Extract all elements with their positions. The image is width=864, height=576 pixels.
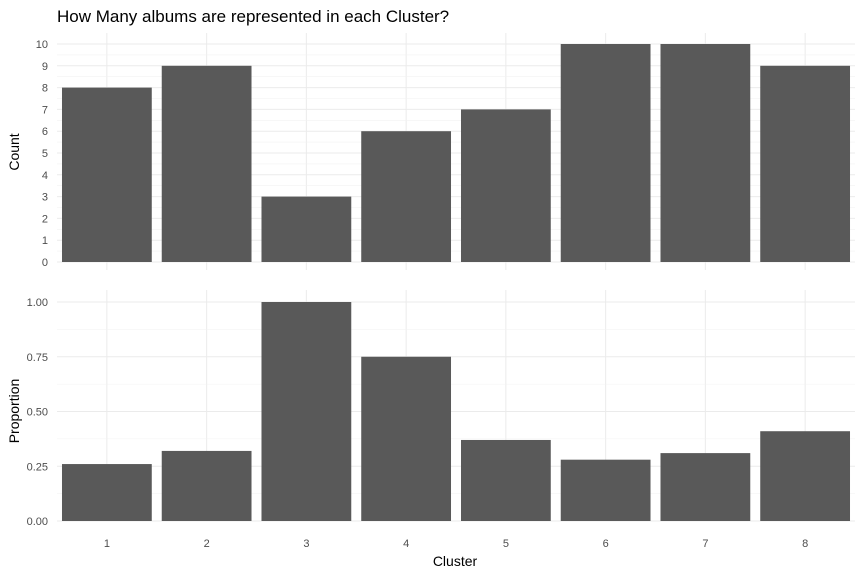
bottom-bar-cluster-2 [161, 450, 252, 521]
x-tick-label: 8 [802, 538, 808, 550]
x-tick-label: 4 [403, 538, 409, 550]
top-panel: 0 1 2 3 4 5 6 7 8 9 10 Count [6, 33, 855, 270]
x-tick-label: 2 [204, 538, 210, 550]
x-tick-label: 1 [104, 538, 110, 550]
bottom-y-axis-title: Proportion [6, 379, 22, 444]
top-bar-cluster-5 [460, 109, 551, 263]
chart-title: How Many albums are represented in each … [57, 7, 449, 26]
top-y-tick-labels: 0 1 2 3 4 5 6 7 8 9 10 [36, 39, 48, 269]
top-bar-cluster-6 [560, 44, 651, 262]
bottom-y-tick-label: 0.75 [27, 352, 48, 364]
top-y-tick-label: 7 [42, 104, 48, 116]
bottom-bar-cluster-1 [61, 464, 152, 521]
top-y-tick-label: 2 [42, 213, 48, 225]
bottom-bar-cluster-5 [460, 439, 551, 521]
x-axis-title: Cluster [433, 553, 478, 569]
x-tick-label: 6 [603, 538, 609, 550]
top-y-tick-label: 6 [42, 126, 48, 138]
top-y-tick-label: 4 [42, 170, 48, 182]
top-y-tick-label: 0 [42, 257, 48, 269]
x-tick-label: 3 [303, 538, 309, 550]
bottom-bar-cluster-6 [560, 459, 651, 521]
x-tick-label: 5 [503, 538, 509, 550]
bottom-bar-cluster-4 [361, 356, 452, 521]
top-bar-cluster-3 [261, 196, 352, 262]
top-y-tick-label: 3 [42, 192, 48, 204]
bottom-bar-cluster-3 [261, 302, 352, 521]
top-bar-cluster-2 [161, 65, 252, 262]
top-y-tick-label: 9 [42, 61, 48, 73]
top-y-tick-label: 1 [42, 235, 48, 247]
bottom-y-tick-label: 1.00 [27, 297, 48, 309]
x-tick-label: 7 [702, 538, 708, 550]
bottom-y-tick-labels: 0.00 0.25 0.50 0.75 1.00 [27, 297, 48, 528]
top-y-tick-label: 5 [42, 148, 48, 160]
top-bar-cluster-7 [660, 44, 751, 262]
bottom-y-tick-label: 0.00 [27, 516, 48, 528]
top-bar-cluster-4 [361, 131, 452, 262]
top-bars [61, 44, 851, 263]
top-bar-cluster-8 [760, 65, 851, 262]
bottom-panel: 0.00 0.25 0.50 0.75 1.00 Proportion [6, 290, 855, 528]
top-y-axis-title: Count [6, 133, 22, 170]
bottom-bar-cluster-7 [660, 453, 751, 521]
top-y-tick-label: 10 [36, 39, 48, 51]
bottom-y-tick-label: 0.50 [27, 407, 48, 419]
top-y-tick-label: 8 [42, 83, 48, 95]
bottom-bars [61, 302, 851, 521]
bottom-y-tick-label: 0.25 [27, 461, 48, 473]
x-tick-labels: 1 2 3 4 5 6 7 8 [104, 538, 808, 550]
top-bar-cluster-1 [61, 87, 152, 262]
bottom-bar-cluster-8 [760, 431, 851, 521]
